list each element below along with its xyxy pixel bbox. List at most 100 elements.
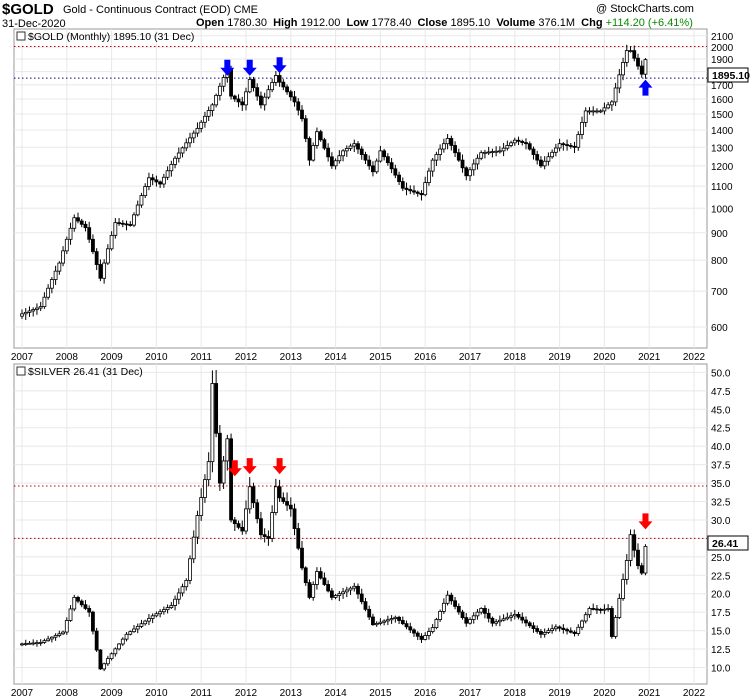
y-tick-label: 10.0 [711,663,731,674]
candle-up [206,110,211,117]
candle-up [468,619,472,624]
low-value: 1778.40 [371,17,412,29]
candle-up [139,195,144,206]
candle-up [210,104,215,111]
candle-down [154,179,159,183]
candle-up [441,143,446,150]
candle-up [102,262,107,279]
arrow-shape [242,59,257,76]
arrow-up-icon [638,79,653,96]
candle-up [244,508,248,532]
candle-up [501,147,506,152]
candle-down [326,584,331,592]
x-tick-label: 2008 [56,352,79,363]
candle-down [408,189,413,192]
candle-up [61,250,65,264]
y-tick-label: 700 [711,287,728,298]
candle-down [94,630,99,651]
candle-up [20,313,24,317]
candle-up [613,87,618,103]
candle-up [471,163,476,171]
candle-down [400,620,405,625]
candle-up [124,633,129,640]
x-tick-label: 2017 [459,688,482,699]
candle-down [632,50,637,59]
high-label: High [273,17,298,29]
candle-up [643,59,648,75]
candle-down [404,187,409,190]
candle-up [602,608,607,611]
candle-down [318,571,323,579]
candle-down [232,519,237,525]
description-text: Gold - Continuous Contract (EOD) [63,4,231,16]
x-tick-label: 2015 [369,688,392,699]
candle-up [161,609,166,613]
candle-up [576,626,581,634]
arrow-down-icon [227,460,242,477]
candle-up [270,512,275,539]
candle-down [408,626,413,631]
candle-up [27,310,32,313]
candle-up [150,615,155,619]
candle-down [236,523,241,528]
x-tick-label: 2010 [145,688,168,699]
candle-up [247,79,252,93]
x-tick-label: 2012 [235,688,258,699]
candle-down [322,577,327,585]
candle-down [288,91,293,98]
candle-down [359,148,364,155]
candle-down [389,162,394,170]
arrow-down-icon [638,513,653,530]
candle-up [501,618,506,621]
candle-up [61,631,65,635]
candle-up [147,618,151,622]
y-tick-label: 32.5 [711,498,731,509]
candle-down [639,565,644,574]
candle-up [72,217,77,229]
candle-down [94,251,99,265]
candle-up [542,632,547,635]
candle-down [561,143,566,146]
candle-up [184,580,189,588]
y-tick-label: 2000 [711,43,734,54]
candle-down [266,536,271,539]
candle-up [195,515,200,538]
gold-panel: 600 700 800 900 1000 1100 1200 1300 1400 1500 1600… [11,28,750,363]
candle-down [117,222,121,225]
candle-down [490,617,495,624]
candle-down [531,148,536,155]
y-tick-label: 1100 [711,182,733,193]
arrow-down-icon [220,59,235,76]
plot-frame [13,363,708,685]
candle-down [535,628,540,632]
candle-up [225,438,230,462]
candle-up [628,50,633,53]
candle-up [333,160,338,167]
candle-up [352,143,357,147]
candle-up [475,611,480,617]
candle-up [374,160,379,173]
candle-down [539,159,543,167]
y-tick-label: 1300 [711,143,734,154]
candle-up [217,85,222,96]
open-label: Open [196,17,225,29]
candle-down [285,501,289,506]
candle-up [509,615,513,618]
candle-up [38,306,43,309]
candle-up [206,461,211,481]
x-tick-label: 2019 [548,688,571,699]
candle-down [303,118,308,139]
stockcharts-brand[interactable]: @ StockCharts.com [596,3,694,15]
candles [20,369,648,672]
candle-down [636,57,640,67]
candle-down [281,497,286,502]
candle-up [509,142,513,146]
candle-down [453,600,457,607]
candle-up [247,486,252,510]
candle-up [430,627,435,632]
candle-down [419,192,424,196]
candle-down [568,145,573,147]
candle-down [385,156,390,164]
candle-up [382,620,387,623]
candle-up [20,643,24,646]
